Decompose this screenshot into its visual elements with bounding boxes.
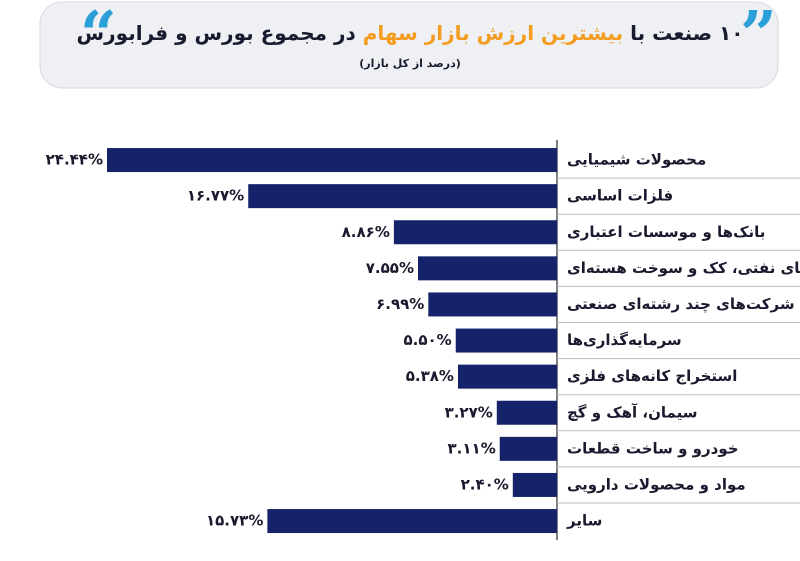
category-label: خودرو و ساخت قطعات [567, 439, 739, 457]
value-label: ۳.۲۷% [445, 403, 493, 421]
value-label: ۵.۳۸% [406, 367, 454, 385]
bar [107, 148, 557, 173]
value-label: ۷.۵۵% [366, 259, 414, 277]
chart-title: ۱۰ صنعت با بیشترین ارزش بازار سهام در مج… [77, 21, 744, 45]
category-label: سایر [566, 512, 602, 530]
quote-mark: “ [80, 0, 117, 73]
value-label: ۲۴.۴۴% [46, 151, 103, 169]
value-label: ۶.۹۹% [376, 295, 424, 313]
chart-subtitle: (درصد از کل بازار) [359, 57, 461, 70]
value-label: ۵.۵۰% [404, 331, 452, 349]
category-label: فلزات اساسی [567, 187, 673, 205]
bar [499, 436, 557, 461]
title-highlight: بیشترین ارزش بازار سهام [363, 21, 623, 45]
quote-mark: ” [740, 0, 777, 73]
value-label: ۳.۱۱% [448, 439, 496, 457]
value-label: ۱۵.۷۳% [206, 512, 263, 530]
title-part: در مجموع بورس و فرابورس [77, 21, 356, 45]
value-label: ۸.۸۶% [342, 223, 390, 241]
value-label: ۲.۴۰% [461, 475, 509, 493]
category-label: سرمایه‌گذاری‌ها [567, 331, 682, 349]
category-label: محصولات شیمیایی [567, 151, 706, 169]
bar [248, 184, 558, 209]
category-label: شرکت‌های چند رشته‌ای صنعتی [567, 295, 795, 314]
bar [512, 472, 557, 497]
value-label: ۱۶.۷۷% [187, 187, 244, 205]
category-label: رده‌های نفتی، کک و سوخت هسته‌ای [567, 259, 800, 277]
bar [455, 328, 557, 353]
bar [393, 220, 557, 245]
bar [267, 509, 557, 534]
title-part: ۱۰ صنعت با [630, 21, 743, 45]
category-label: مواد و محصولات دارویی [567, 475, 746, 493]
bar [417, 256, 557, 281]
bar [457, 364, 557, 389]
category-label: سیمان، آهک و گچ [567, 403, 698, 421]
header-box [39, 1, 779, 89]
bar [496, 400, 557, 425]
bar [428, 292, 557, 317]
category-label: بانک‌ها و موسسات اعتباری [567, 223, 765, 241]
category-label: استخراج کانه‌های فلزی [567, 367, 737, 385]
